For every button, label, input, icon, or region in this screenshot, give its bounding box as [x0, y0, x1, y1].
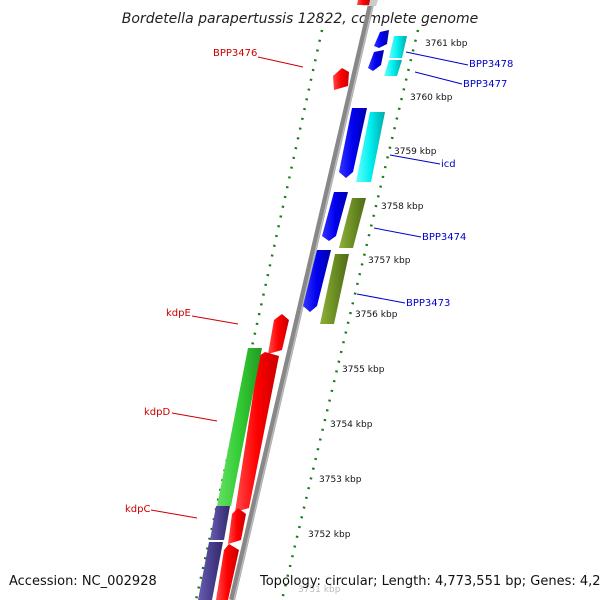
label-bpp3473: BPP3473	[406, 298, 450, 309]
gene-cyan-icd	[356, 112, 385, 182]
gene-blue-2	[368, 50, 384, 71]
backbone-highlight	[233, 0, 375, 600]
leader-kdpe	[191, 315, 239, 325]
leader-kdpd	[171, 412, 218, 422]
label-kdpc: kdpC	[125, 504, 150, 515]
gene-blue-1	[374, 30, 389, 48]
gene-red-kdpd	[235, 352, 279, 512]
label-bpp3477: BPP3477	[463, 79, 507, 90]
kbp-tick-label: 3760 kbp	[410, 93, 453, 103]
gene-red-bpp3476	[333, 68, 349, 90]
gene-olive-bpp3474	[339, 198, 366, 248]
kbp-tick-label: 3758 kbp	[381, 202, 424, 212]
leader-bpp3476	[257, 56, 304, 68]
leader-bpp3478	[405, 51, 469, 66]
right-tick-track	[280, 29, 420, 600]
gene-blue-3	[322, 192, 348, 241]
label-icd: icd	[441, 159, 456, 170]
kbp-tick-label: 3753 kbp	[319, 475, 362, 485]
leader-icd	[389, 154, 441, 165]
kbp-tick-label: 3761 kbp	[425, 39, 468, 49]
gene-cyan-bpp3478	[389, 36, 407, 58]
gene-blue-icd	[339, 108, 367, 178]
top-red-fragment	[357, 0, 370, 5]
kbp-tick-label: 3757 kbp	[368, 256, 411, 266]
label-kdpe: kdpE	[166, 308, 191, 319]
leader-bpp3473	[356, 293, 406, 304]
leader-kdpc	[150, 509, 198, 519]
kbp-tick-label: 3754 kbp	[330, 420, 373, 430]
backbone-line	[229, 0, 375, 600]
gene-cyan-bpp3477	[384, 60, 402, 76]
topology-text: Topology: circular; Length: 4,773,551 bp…	[260, 574, 600, 589]
label-kdpd: kdpD	[144, 407, 170, 418]
kbp-tick-label: 3755 kbp	[342, 365, 385, 375]
leader-bpp3474	[373, 227, 422, 238]
gene-purple-lower	[198, 542, 223, 600]
kbp-tick-label: 3759 kbp	[394, 147, 437, 157]
gene-red-kdpc	[228, 508, 246, 544]
leader-bpp3477	[414, 71, 463, 85]
gene-purple-kdpc	[210, 506, 230, 540]
kbp-tick-label: 3751 kbp	[298, 585, 341, 595]
map-title: Bordetella parapertussis 12822, complete…	[122, 11, 478, 27]
label-bpp3474: BPP3474	[422, 232, 466, 243]
label-bpp3476: BPP3476	[213, 48, 257, 59]
gene-red-kdpe	[268, 314, 289, 354]
label-bpp3478: BPP3478	[469, 59, 513, 70]
kbp-tick-label: 3756 kbp	[355, 310, 398, 320]
accession-text: Accession: NC_002928	[9, 574, 157, 589]
left-tick-track	[194, 29, 324, 600]
gene-olive-bpp3473	[320, 254, 349, 324]
gene-blue-4	[303, 250, 331, 312]
gene-green-kdpd	[217, 348, 262, 506]
gene-red-lower	[216, 544, 239, 600]
kbp-tick-label: 3752 kbp	[308, 530, 351, 540]
